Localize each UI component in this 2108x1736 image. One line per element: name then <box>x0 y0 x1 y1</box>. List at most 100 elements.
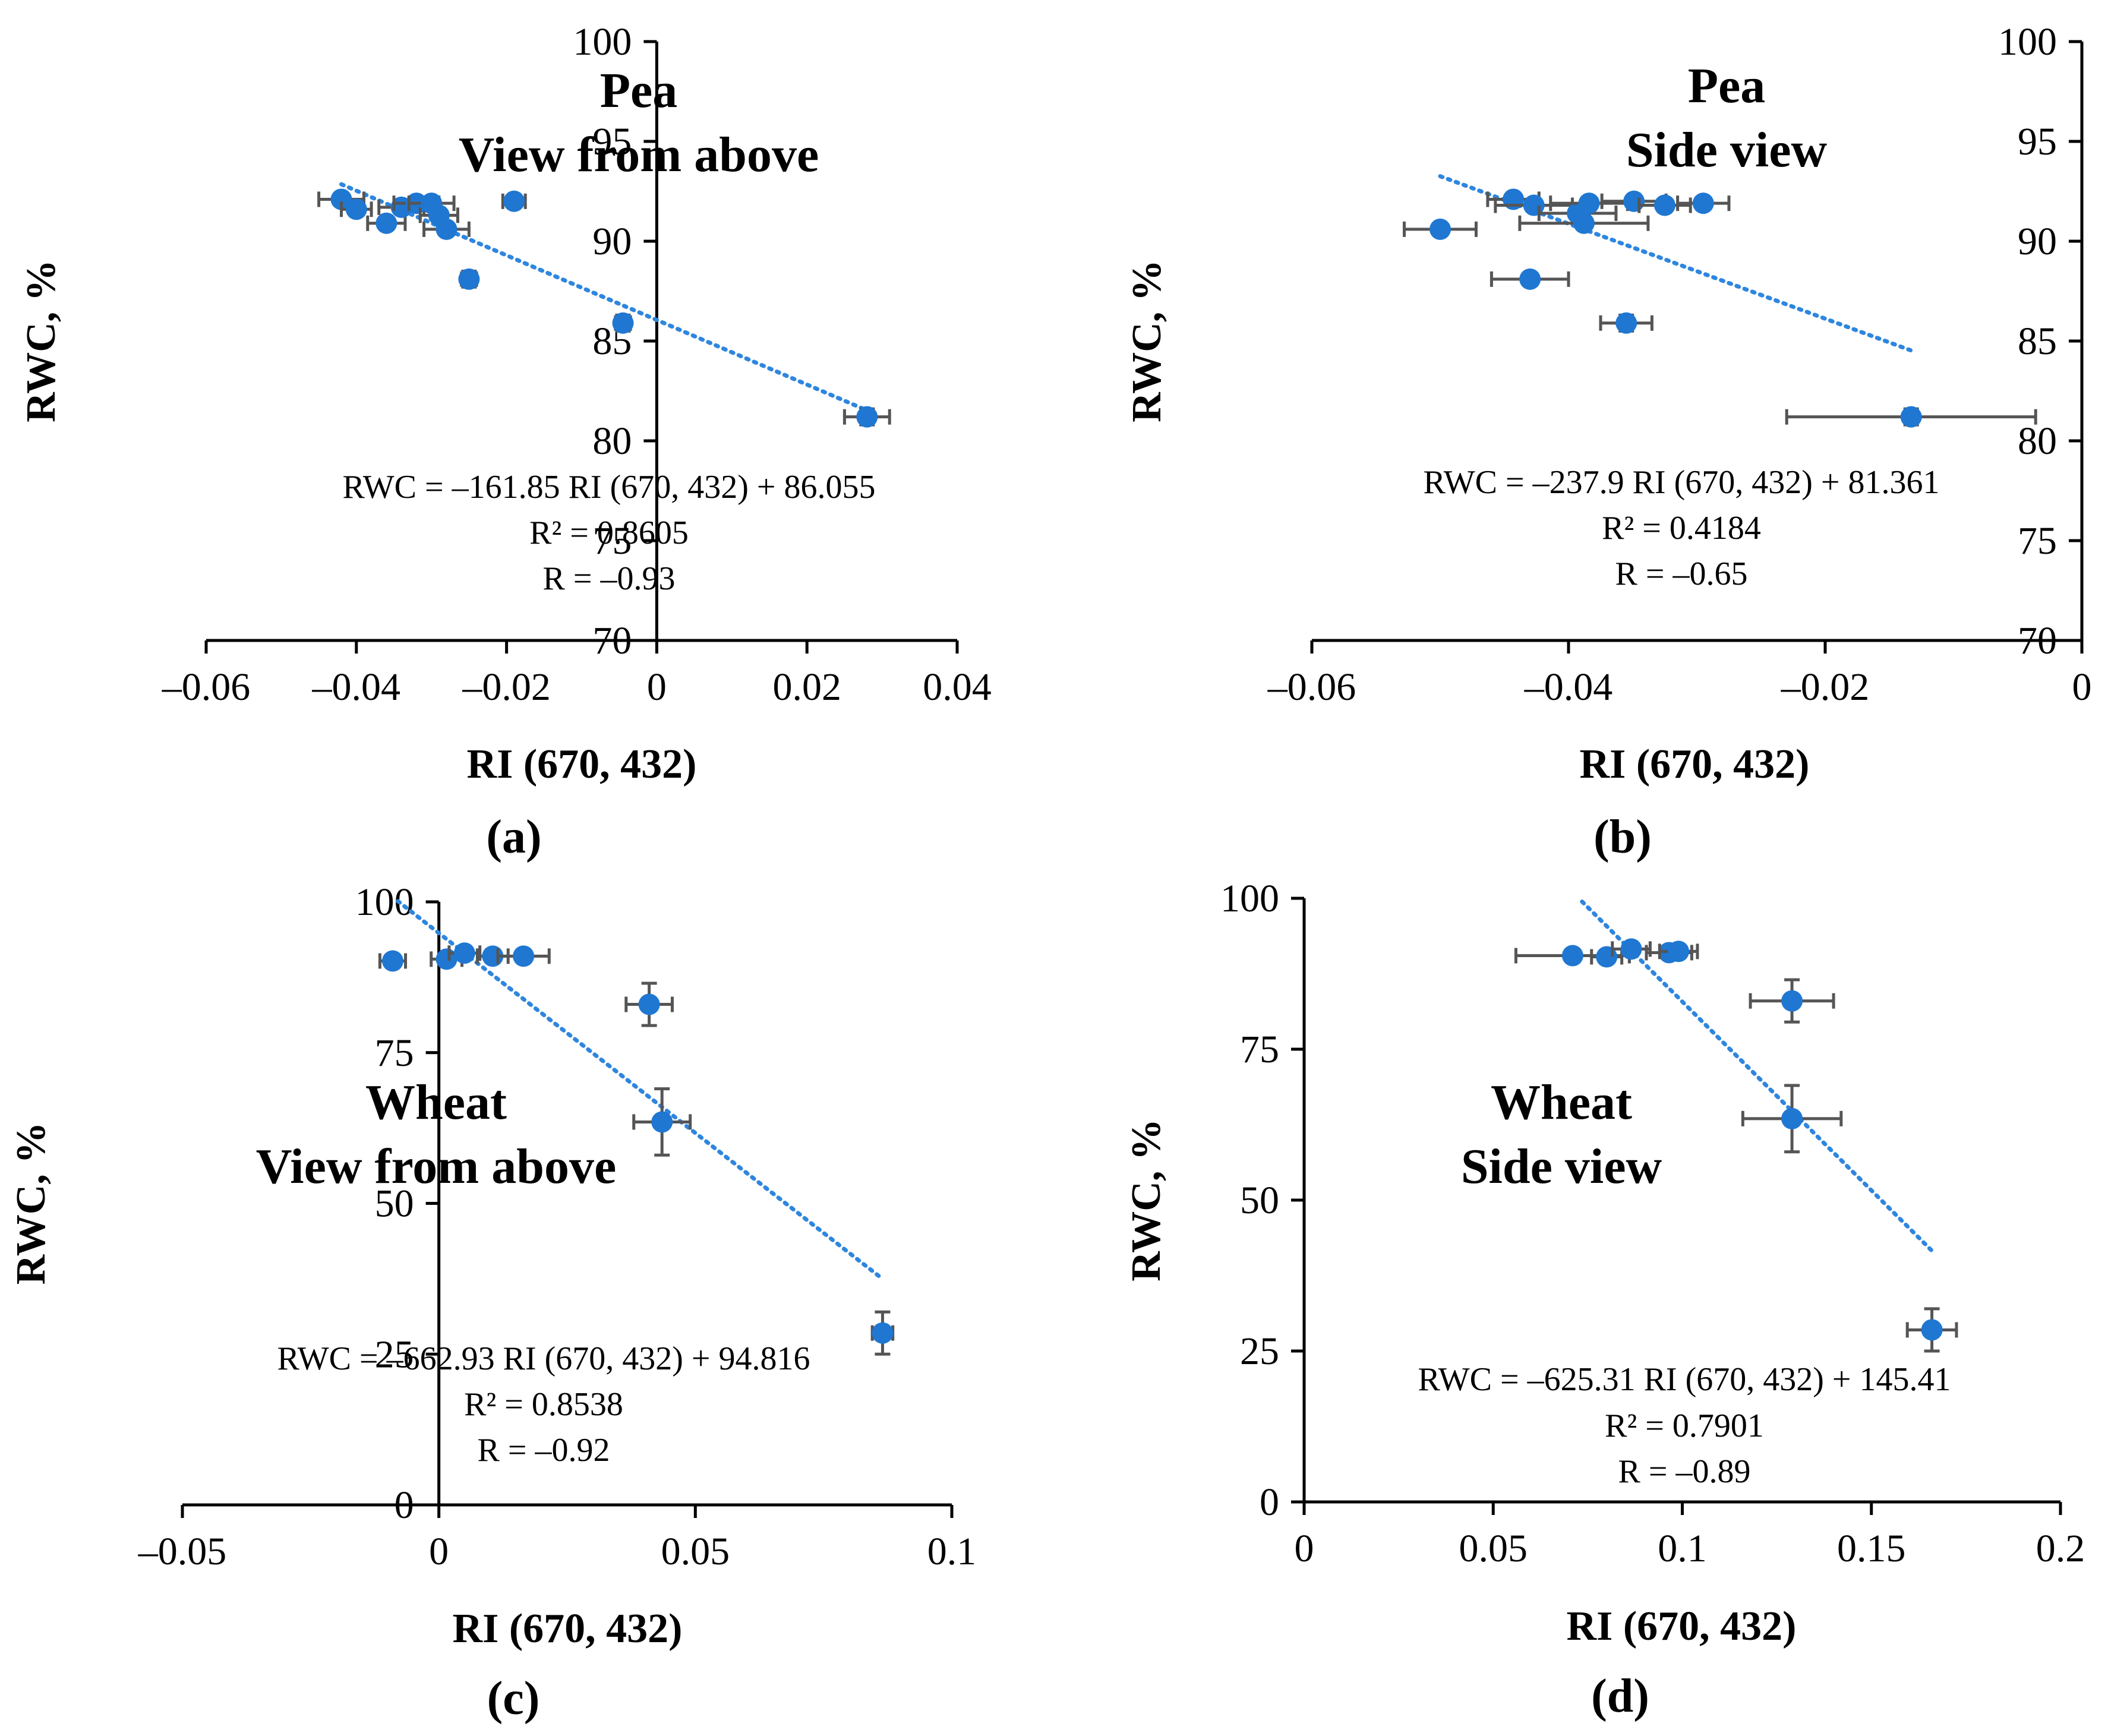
y-tick-label: 70 <box>592 619 632 662</box>
regression-equation-line: R = –0.65 <box>1615 555 1748 592</box>
x-tick-label: –0.02 <box>462 665 551 709</box>
chart-title-line: Wheat <box>1491 1075 1632 1130</box>
x-tick-label: 0.2 <box>2036 1527 2085 1570</box>
panel-label: (b) <box>1593 811 1652 863</box>
y-tick-label: 80 <box>2018 419 2057 463</box>
data-point <box>1921 1319 1943 1341</box>
x-tick-label: 0.1 <box>927 1530 977 1573</box>
regression-equation-line: R² = 0.8538 <box>464 1386 623 1423</box>
x-tick-label: –0.06 <box>1267 665 1356 709</box>
y-tick-label: 0 <box>1260 1481 1279 1524</box>
regression-equation-line: R² = 0.8605 <box>529 515 689 551</box>
y-tick-label: 95 <box>592 120 632 163</box>
y-tick-label: 85 <box>2018 320 2057 363</box>
data-point <box>1519 268 1541 290</box>
y-tick-label: 75 <box>592 519 632 563</box>
data-point <box>1668 940 1690 962</box>
regression-equation-line: RWC = –662.93 RI (670, 432) + 94.816 <box>277 1340 810 1377</box>
y-axis-title: RWC, % <box>1124 1119 1169 1282</box>
y-tick-label: 75 <box>1240 1028 1279 1071</box>
data-point <box>872 1322 894 1344</box>
data-point <box>1623 190 1645 212</box>
data-point <box>381 950 403 972</box>
data-point <box>1503 188 1525 210</box>
data-point <box>503 190 525 212</box>
x-tick-label: 0 <box>1295 1527 1314 1570</box>
y-tick-label: 25 <box>1240 1330 1279 1373</box>
y-tick-label: 95 <box>2018 120 2057 163</box>
trend-line <box>339 182 877 416</box>
y-axis-title: RWC, % <box>8 1122 54 1285</box>
data-point <box>1620 938 1642 960</box>
data-point <box>1781 990 1803 1012</box>
chart-panel-4: 0 25 50 75 100 0 0.05 0.1 0.15 0.2 Wheat Side view R… <box>1124 877 2085 1722</box>
y-tick-label: 100 <box>573 20 632 64</box>
data-point <box>345 198 367 220</box>
data-point <box>1429 218 1451 240</box>
data-point <box>458 268 480 290</box>
x-axis-title: RI (670, 432) <box>467 741 697 787</box>
x-tick-label: 0.04 <box>923 665 992 709</box>
panel-label: (c) <box>487 1672 540 1725</box>
data-point <box>513 945 535 967</box>
x-tick-label: –0.04 <box>312 665 401 709</box>
regression-equation-line: R = –0.92 <box>478 1432 610 1469</box>
x-tick-label: –0.04 <box>1524 665 1613 709</box>
data-point <box>1573 212 1595 234</box>
y-axis-title: RWC, % <box>1124 260 1170 422</box>
y-tick-label: 50 <box>1240 1179 1279 1222</box>
data-point <box>1561 945 1583 967</box>
y-tick-label: 75 <box>375 1031 414 1075</box>
chart-title-line: View from above <box>256 1139 617 1194</box>
trend-line <box>1580 899 1935 1253</box>
x-tick-label: –0.06 <box>162 665 251 709</box>
panel-label: (d) <box>1591 1670 1649 1722</box>
x-tick-label: 0 <box>647 665 667 709</box>
x-tick-label: 0.05 <box>661 1530 730 1573</box>
data-point <box>651 1111 673 1133</box>
data-point <box>856 406 878 428</box>
y-tick-label: 80 <box>592 419 632 463</box>
data-point <box>375 212 397 234</box>
regression-equation-line: R = –0.89 <box>1618 1453 1751 1490</box>
y-tick-label: 50 <box>375 1182 414 1226</box>
y-tick-label: 0 <box>395 1484 414 1527</box>
data-point <box>1654 194 1675 216</box>
data-point <box>330 188 352 210</box>
chart-title-line: Pea <box>600 63 678 118</box>
chart-title-line: Wheat <box>365 1075 507 1130</box>
x-tick-label: 0.05 <box>1459 1527 1528 1570</box>
x-axis-title: RI (670, 432) <box>1567 1604 1797 1649</box>
y-tick-label: 100 <box>1998 20 2057 64</box>
chart-title-line: View from above <box>459 127 819 182</box>
x-tick-label: 0 <box>2072 665 2092 709</box>
y-tick-label: 90 <box>2018 220 2057 263</box>
y-tick-label: 75 <box>2018 519 2057 563</box>
x-axis-title: RI (670, 432) <box>1580 741 1810 787</box>
data-point <box>1900 406 1922 428</box>
panel-label: (a) <box>486 811 541 863</box>
data-point <box>638 993 660 1015</box>
regression-equation-line: R = –0.93 <box>543 560 676 597</box>
x-axis-title: RI (670, 432) <box>453 1606 683 1652</box>
x-tick-label: –0.02 <box>1781 665 1870 709</box>
chart-title-line: Side view <box>1626 122 1828 178</box>
y-tick-label: 90 <box>592 220 632 263</box>
y-tick-label: 25 <box>375 1333 414 1376</box>
chart-panel-2: 70 75 80 85 90 95 100 –0.06 –0.04 –0.02 0 Pea Side v… <box>1124 20 2092 863</box>
regression-equation-line: R² = 0.7901 <box>1605 1407 1764 1444</box>
data-point <box>436 218 457 240</box>
regression-equation-line: RWC = –161.85 RI (670, 432) + 86.055 <box>343 469 876 506</box>
x-tick-label: 0 <box>429 1530 449 1573</box>
data-point <box>1781 1107 1803 1129</box>
regression-equation-line: RWC = –625.31 RI (670, 432) + 145.41 <box>1418 1361 1951 1398</box>
data-point <box>612 312 634 334</box>
y-axis-title: RWC, % <box>18 260 64 422</box>
regression-equation-line: RWC = –237.9 RI (670, 432) + 81.361 <box>1424 464 1940 501</box>
x-tick-label: –0.05 <box>138 1530 227 1573</box>
x-tick-label: 0.02 <box>772 665 841 709</box>
chart-title-line: Pea <box>1688 58 1766 113</box>
x-tick-label: 0.15 <box>1837 1527 1906 1570</box>
y-tick-label: 100 <box>355 880 414 924</box>
y-tick-label: 70 <box>2018 619 2057 662</box>
